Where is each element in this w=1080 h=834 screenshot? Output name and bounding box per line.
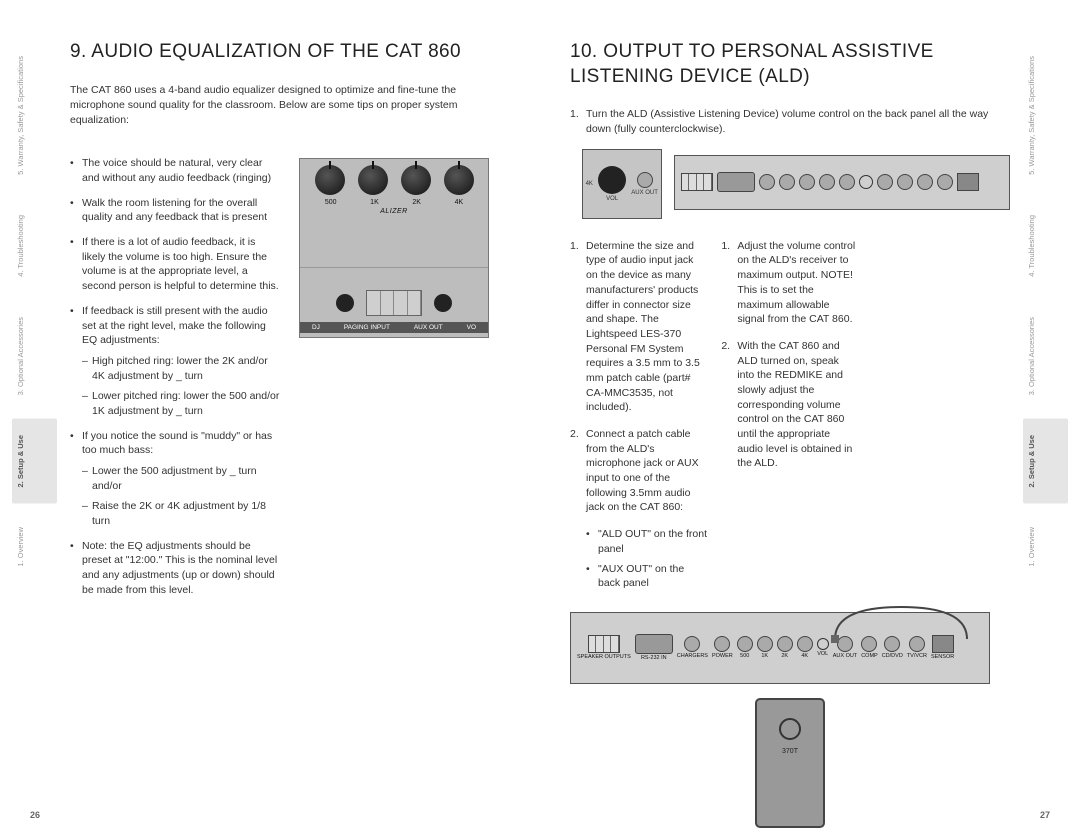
page-right: 5. Warranty, Safety & Specifications 4. … <box>540 0 1080 834</box>
eq-diagram: 500 1K 2K 4K ALIZER DJ PAGING INPUT AU <box>299 158 489 338</box>
aux-jack-icon <box>637 172 653 188</box>
speaker-out-terminal-icon <box>588 635 620 653</box>
adj-knob-icon <box>336 294 354 312</box>
eq-knob-1k <box>358 165 388 195</box>
step3-sub: "ALD OUT" on the front panel <box>586 527 707 556</box>
tab-overview[interactable]: 1. Overview <box>1023 511 1068 583</box>
tab-overview[interactable]: 1. Overview <box>12 511 57 583</box>
vol-zoom-detail: 4K VOL AUX OUT <box>582 149 662 219</box>
bot-label: PAGING INPUT <box>344 324 390 331</box>
side-tabs-left: 5. Warranty, Safety & Specifications 4. … <box>12 40 57 583</box>
vol-knob-icon <box>817 638 829 650</box>
step-5: With the CAT 860 and ALD turned on, spea… <box>721 339 858 471</box>
back-panel-diagram-top <box>674 155 1010 210</box>
step-1: Turn the ALD (Assistive Listening Device… <box>570 107 1010 136</box>
tab-troubleshooting[interactable]: 4. Troubleshooting <box>1023 199 1068 293</box>
sub-bullet: Lower the 500 adjustment by _ turn and/o… <box>82 464 281 493</box>
sub-bullet: Lower pitched ring: lower the 500 and/or… <box>82 389 281 418</box>
patch-cable-icon <box>831 603 971 643</box>
jack-icon <box>877 174 893 190</box>
jack-icon <box>759 174 775 190</box>
jack-icon <box>757 636 773 652</box>
bot-label: DJ <box>312 324 320 331</box>
tab-troubleshooting[interactable]: 4. Troubleshooting <box>12 199 57 293</box>
bot-label: VO <box>467 324 476 331</box>
bullet-item: Walk the room listening for the overall … <box>70 196 281 225</box>
bullet-item: If feedback is still present with the au… <box>70 304 281 419</box>
tab-accessories[interactable]: 3. Optional Accessories <box>12 301 57 411</box>
tab-setup-use[interactable]: 2. Setup & Use <box>1023 419 1068 504</box>
paging-input-terminal <box>366 290 422 316</box>
step-2: Determine the size and type of audio inp… <box>570 239 707 415</box>
ald-receiver-device <box>755 698 825 828</box>
aux-out-knob-icon <box>434 294 452 312</box>
eq-diagram-column: 500 1K 2K 4K ALIZER DJ PAGING INPUT AU <box>299 156 510 607</box>
step-4: Adjust the volume control on the ALD's r… <box>721 239 858 327</box>
sub-bullet: Raise the 2K or 4K adjustment by 1/8 tur… <box>82 499 281 528</box>
terminal-port-icon <box>681 173 713 191</box>
sub-bullet: High pitched ring: lower the 2K and/or 4… <box>82 354 281 383</box>
jack-icon <box>777 636 793 652</box>
eq-panel-label: ALIZER <box>300 208 488 215</box>
zoom-label: VOL <box>606 196 618 202</box>
vol-knob-small-icon <box>859 175 873 189</box>
jack-icon <box>779 174 795 190</box>
section-title-left: 9. AUDIO EQUALIZATION OF THE CAT 860 <box>70 40 510 65</box>
bot-label: AUX OUT <box>414 324 443 331</box>
section-title-right: 10. OUTPUT TO PERSONAL ASSISTIVE LISTENI… <box>570 40 1010 89</box>
tab-setup-use[interactable]: 2. Setup & Use <box>12 419 57 504</box>
jack-icon <box>799 174 815 190</box>
eq-band-label: 4K <box>455 199 464 206</box>
intro-paragraph: The CAT 860 uses a 4-band audio equalize… <box>70 83 480 129</box>
vol-knob-icon <box>598 166 626 194</box>
step3-sub: "AUX OUT" on the back panel <box>586 562 707 591</box>
rs232-port-icon <box>635 634 673 654</box>
zoom-label: AUX OUT <box>631 190 658 196</box>
eq-knob-4k <box>444 165 474 195</box>
eq-band-label: 2K <box>412 199 421 206</box>
ethernet-port-icon <box>957 173 979 191</box>
jack-icon <box>917 174 933 190</box>
eq-knob-500 <box>315 165 345 195</box>
tab-warranty[interactable]: 5. Warranty, Safety & Specifications <box>12 40 57 191</box>
tab-accessories[interactable]: 3. Optional Accessories <box>1023 301 1068 411</box>
page-number-right: 27 <box>1040 810 1050 820</box>
jack-icon <box>797 636 813 652</box>
jack-icon <box>839 174 855 190</box>
jack-icon <box>937 174 953 190</box>
bullet-item: If you notice the sound is "muddy" or ha… <box>70 429 281 529</box>
eq-band-label: 1K <box>370 199 379 206</box>
dc-jack-icon <box>684 636 700 652</box>
eq-knob-2k <box>401 165 431 195</box>
bullet-item: The voice should be natural, very clear … <box>70 156 281 185</box>
eq-band-label: 500 <box>325 199 337 206</box>
zoom-label: 4K <box>586 181 593 187</box>
side-tabs-right: 5. Warranty, Safety & Specifications 4. … <box>1023 40 1068 583</box>
step-3: Connect a patch cable from the ALD's mic… <box>570 427 707 515</box>
jack-icon <box>737 636 753 652</box>
jack-icon <box>897 174 913 190</box>
rs232-port-icon <box>717 172 755 192</box>
page-number-left: 26 <box>30 810 40 820</box>
page-left: 5. Warranty, Safety & Specifications 4. … <box>0 0 540 834</box>
bullet-item: Note: the EQ adjustments should be prese… <box>70 539 281 598</box>
back-panel-diagram-bottom: SPEAKER OUTPUTS RS-232 IN CHARGERS POWER… <box>570 612 990 684</box>
bullet-item: If there is a lot of audio feedback, it … <box>70 235 281 294</box>
tab-warranty[interactable]: 5. Warranty, Safety & Specifications <box>1023 40 1068 191</box>
jack-icon <box>714 636 730 652</box>
bullet-column: The voice should be natural, very clear … <box>70 156 281 607</box>
jack-icon <box>819 174 835 190</box>
